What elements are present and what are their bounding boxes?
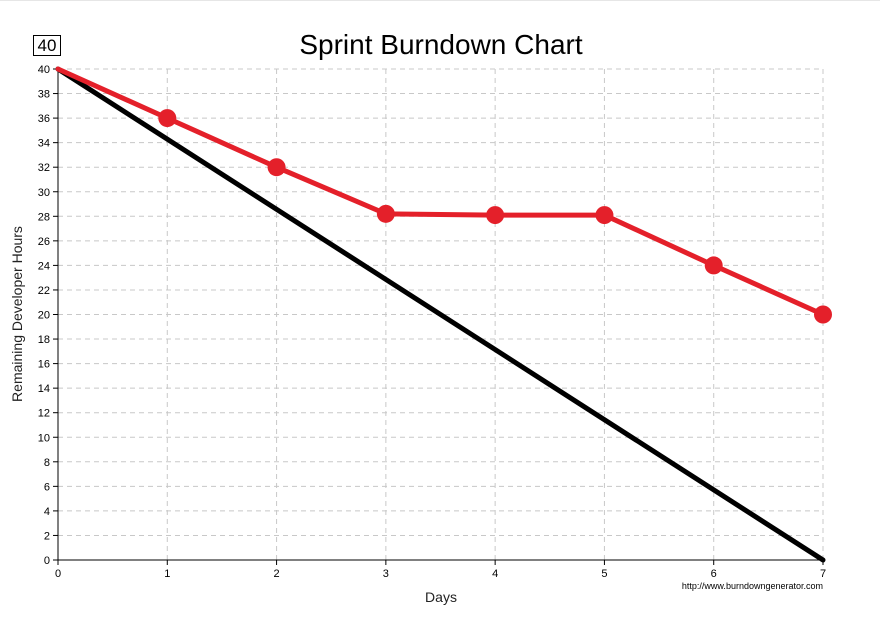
y-tick-label: 10 bbox=[38, 432, 50, 444]
x-tick-label: 2 bbox=[274, 568, 280, 580]
chart-title: Sprint Burndown Chart bbox=[299, 29, 582, 60]
y-tick-label: 34 bbox=[38, 138, 50, 150]
series-layer bbox=[55, 66, 832, 563]
y-tick-label: 24 bbox=[38, 260, 50, 272]
x-axis-ticks: 0 1 2 3 4 5 6 7 bbox=[55, 560, 826, 580]
y-tick-label: 18 bbox=[38, 334, 50, 346]
y-tick-label: 4 bbox=[44, 506, 50, 518]
ideal-line bbox=[55, 66, 826, 563]
y-tick-label: 12 bbox=[38, 408, 50, 420]
top-rule bbox=[0, 0, 880, 1]
x-tick-label: 6 bbox=[711, 568, 717, 580]
y-tick-label: 22 bbox=[38, 285, 50, 297]
actual-point bbox=[376, 204, 395, 223]
y-tick-label: 2 bbox=[44, 530, 50, 542]
y-tick-label: 26 bbox=[38, 236, 50, 248]
y-tick-label: 14 bbox=[38, 383, 50, 395]
y-tick-label: 36 bbox=[38, 113, 50, 125]
actual-point bbox=[486, 206, 505, 225]
x-tick-label: 5 bbox=[601, 568, 607, 580]
y-tick-label: 20 bbox=[38, 310, 50, 322]
actual-point bbox=[814, 305, 832, 324]
x-tick-label: 3 bbox=[383, 568, 389, 580]
x-tick-label: 0 bbox=[55, 568, 61, 580]
y-tick-label: 40 bbox=[38, 64, 50, 76]
y-tick-label: 0 bbox=[44, 555, 50, 567]
y-tick-label: 30 bbox=[38, 187, 50, 199]
y-tick-label: 38 bbox=[38, 89, 50, 101]
y-axis-title: Remaining Developer Hours bbox=[9, 226, 25, 402]
y-tick-label: 8 bbox=[44, 457, 50, 469]
y-tick-label: 28 bbox=[38, 211, 50, 223]
actual-line bbox=[55, 66, 826, 317]
actual-point bbox=[595, 206, 614, 225]
actual-point bbox=[158, 109, 177, 128]
x-tick-label: 7 bbox=[820, 568, 826, 580]
actual-point bbox=[267, 158, 286, 177]
x-axis-title: Days bbox=[425, 589, 457, 605]
y-tick-label: 16 bbox=[38, 359, 50, 371]
y-tick-label: 6 bbox=[44, 481, 50, 493]
y-tick-label: 32 bbox=[38, 162, 50, 174]
max-value-badge: 40 bbox=[33, 35, 61, 56]
x-tick-label: 4 bbox=[492, 568, 498, 580]
x-tick-label: 1 bbox=[164, 568, 170, 580]
actual-point bbox=[704, 256, 723, 275]
credit-link[interactable]: http://www.burndowngenerator.com bbox=[682, 581, 823, 591]
